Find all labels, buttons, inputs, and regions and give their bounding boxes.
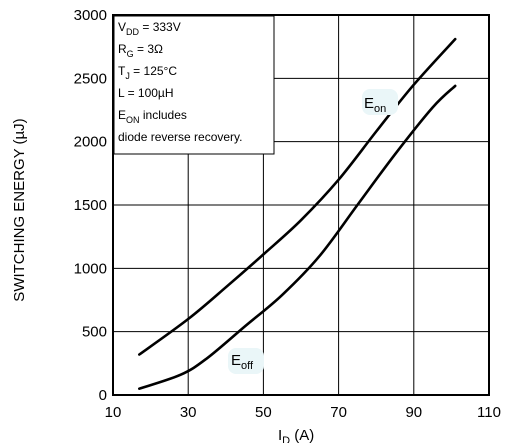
conditions-legend: VDD = 333V RG = 3Ω TJ = 125°C L = 100µH EON … bbox=[113, 15, 275, 155]
y-axis-title: SWITCHING ENERGY (µJ) bbox=[11, 118, 28, 301]
x-axis-title: ID (A) bbox=[278, 427, 314, 443]
eon-curve bbox=[138, 37, 457, 356]
y-tick-label: 1000 bbox=[74, 260, 107, 277]
y-tick-label: 1500 bbox=[74, 197, 107, 214]
x-tick-label: 50 bbox=[255, 404, 272, 421]
y-tick-label: 500 bbox=[82, 324, 107, 341]
x-tick-label: 10 bbox=[105, 404, 122, 421]
condition-line: diode reverse recovery. bbox=[118, 130, 243, 144]
condition-line: L = 100µH bbox=[118, 86, 174, 100]
y-tick-label: 0 bbox=[99, 387, 107, 404]
eon-label-main: E bbox=[364, 95, 374, 112]
y-tick-label: 2500 bbox=[74, 70, 107, 87]
x-tick-label: 90 bbox=[405, 404, 422, 421]
svg-text:Eoff: Eoff bbox=[231, 352, 254, 372]
curves bbox=[138, 37, 457, 390]
series-label-eoff: Eoff bbox=[228, 348, 264, 374]
y-tick-label: 2000 bbox=[74, 134, 107, 151]
x-tick-label: 30 bbox=[180, 404, 197, 421]
series-label-eon: Eon bbox=[362, 89, 398, 115]
x-tick-label: 110 bbox=[477, 404, 501, 421]
eoff-label-sub: off bbox=[241, 360, 254, 372]
tick-labels: 10 30 50 70 90 110 0 500 1000 1500 2000 2500 3000 bbox=[74, 7, 501, 421]
x-tick-label: 70 bbox=[330, 404, 347, 421]
condition-line: TJ = 125°C bbox=[118, 64, 177, 81]
plot-frame bbox=[112, 14, 490, 396]
eon-label-sub: on bbox=[374, 103, 386, 115]
y-tick-label: 3000 bbox=[74, 7, 107, 24]
condition-line: RG = 3Ω bbox=[118, 42, 163, 59]
conditions-box bbox=[113, 15, 275, 155]
condition-line: VDD = 333V bbox=[118, 20, 181, 37]
eoff-label-main: E bbox=[231, 352, 241, 369]
svg-text:Eon: Eon bbox=[364, 95, 386, 115]
eoff-curve bbox=[138, 84, 457, 390]
condition-line: EON includes bbox=[118, 108, 187, 125]
